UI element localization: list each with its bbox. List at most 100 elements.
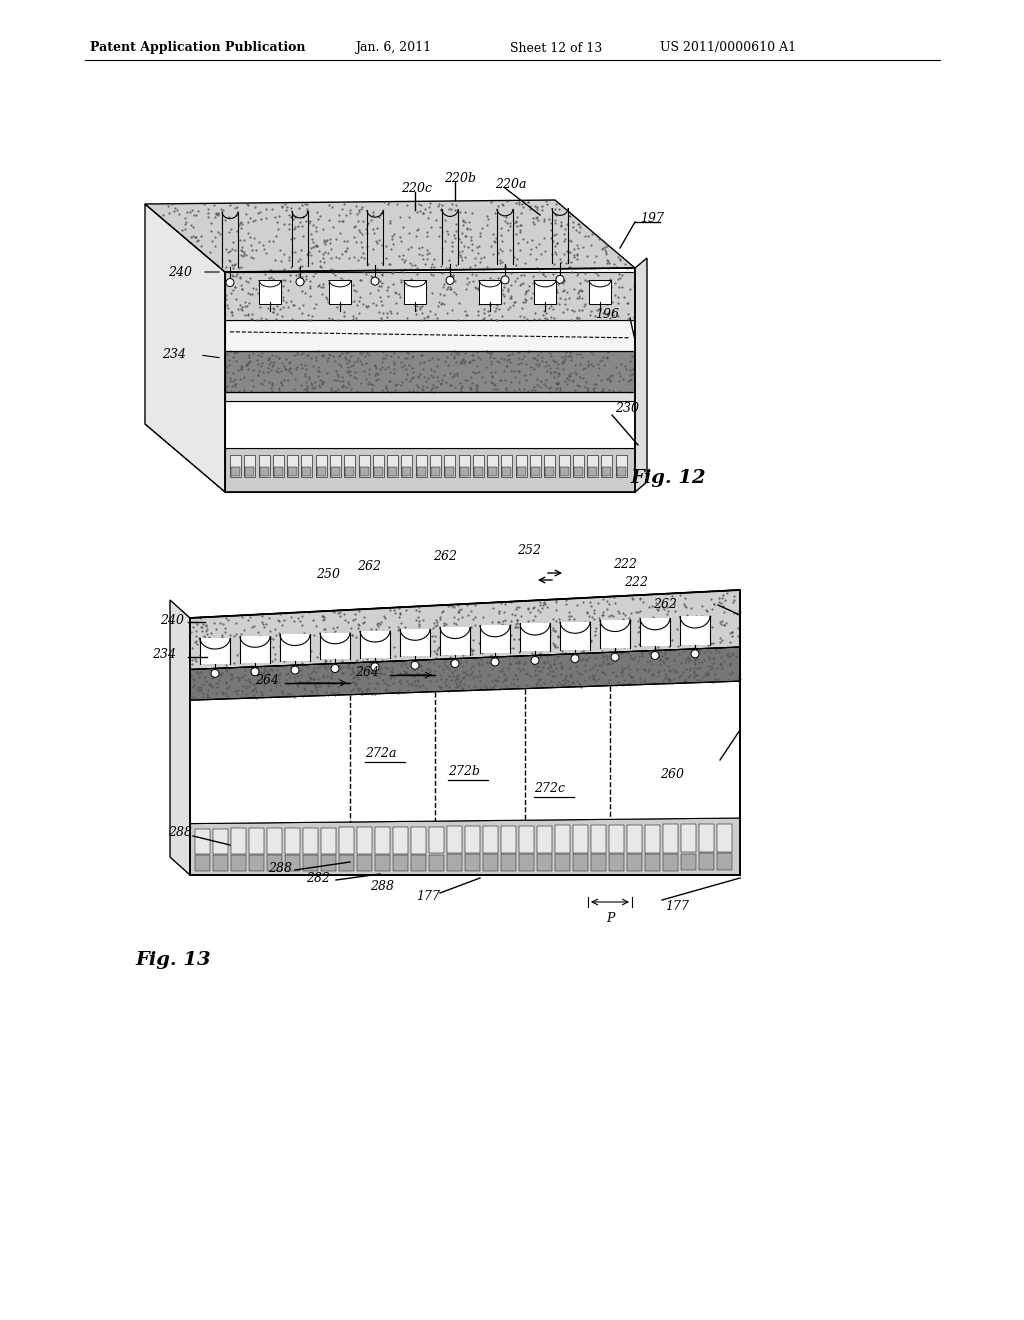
Bar bbox=[401, 454, 413, 477]
Bar bbox=[231, 855, 247, 871]
Bar bbox=[588, 467, 597, 475]
Bar bbox=[331, 467, 340, 475]
Bar bbox=[447, 854, 462, 871]
Text: 264: 264 bbox=[355, 665, 379, 678]
Bar bbox=[195, 855, 210, 871]
Bar bbox=[321, 828, 336, 854]
Bar bbox=[531, 467, 540, 475]
Polygon shape bbox=[640, 618, 670, 647]
Bar bbox=[479, 280, 501, 304]
Bar bbox=[627, 825, 642, 853]
Bar bbox=[315, 454, 327, 477]
Bar bbox=[501, 854, 516, 871]
Circle shape bbox=[490, 657, 499, 667]
Bar bbox=[411, 854, 426, 871]
Bar bbox=[373, 454, 384, 477]
Text: Jan. 6, 2011: Jan. 6, 2011 bbox=[355, 41, 431, 54]
Text: 260: 260 bbox=[660, 768, 684, 781]
Bar bbox=[431, 467, 440, 475]
Polygon shape bbox=[225, 447, 635, 492]
Bar bbox=[555, 854, 570, 871]
Polygon shape bbox=[200, 638, 230, 664]
Polygon shape bbox=[400, 628, 430, 656]
Text: 262: 262 bbox=[433, 550, 457, 564]
Text: 240: 240 bbox=[160, 614, 184, 627]
Bar bbox=[663, 825, 678, 853]
Bar bbox=[285, 828, 300, 854]
Bar bbox=[404, 280, 426, 304]
Polygon shape bbox=[600, 619, 630, 648]
Polygon shape bbox=[520, 623, 550, 651]
Text: 272a: 272a bbox=[365, 747, 396, 760]
Bar bbox=[447, 826, 462, 854]
Bar bbox=[411, 826, 426, 854]
Circle shape bbox=[226, 279, 234, 286]
Text: Fig. 12: Fig. 12 bbox=[630, 469, 706, 487]
Bar bbox=[357, 828, 373, 854]
Text: 222: 222 bbox=[613, 558, 637, 572]
Bar bbox=[465, 826, 480, 853]
Bar bbox=[589, 280, 611, 304]
Bar bbox=[429, 854, 444, 871]
Bar bbox=[259, 280, 281, 304]
Circle shape bbox=[296, 279, 304, 286]
Bar bbox=[602, 467, 611, 475]
Bar bbox=[546, 467, 554, 475]
Bar bbox=[465, 854, 480, 871]
Bar bbox=[573, 467, 583, 475]
Circle shape bbox=[411, 661, 419, 669]
Bar bbox=[519, 826, 535, 853]
Circle shape bbox=[531, 656, 539, 664]
Bar bbox=[273, 467, 283, 475]
Text: 222: 222 bbox=[624, 576, 648, 589]
Polygon shape bbox=[635, 257, 647, 492]
Circle shape bbox=[251, 668, 259, 676]
Bar bbox=[272, 454, 284, 477]
Text: 220b: 220b bbox=[444, 172, 476, 185]
Text: 240: 240 bbox=[168, 265, 193, 279]
Bar bbox=[302, 467, 311, 475]
Bar bbox=[359, 467, 369, 475]
Text: 230: 230 bbox=[615, 401, 639, 414]
Bar bbox=[387, 454, 398, 477]
Bar bbox=[591, 854, 606, 871]
Bar bbox=[249, 828, 264, 854]
Bar bbox=[301, 454, 312, 477]
Polygon shape bbox=[190, 590, 740, 669]
Text: Sheet 12 of 13: Sheet 12 of 13 bbox=[510, 41, 602, 54]
Bar bbox=[537, 825, 552, 853]
Bar bbox=[213, 855, 228, 871]
Bar bbox=[246, 467, 254, 475]
Text: 177: 177 bbox=[665, 899, 689, 912]
Polygon shape bbox=[190, 647, 740, 700]
Bar bbox=[344, 454, 355, 477]
Bar bbox=[429, 826, 444, 854]
Bar bbox=[717, 824, 732, 853]
Bar bbox=[681, 854, 696, 870]
Bar bbox=[503, 467, 511, 475]
Bar bbox=[444, 454, 456, 477]
Bar bbox=[502, 454, 512, 477]
Bar bbox=[537, 854, 552, 871]
Bar bbox=[375, 828, 390, 854]
Bar bbox=[474, 467, 483, 475]
Polygon shape bbox=[280, 635, 310, 661]
Polygon shape bbox=[190, 818, 740, 875]
Bar bbox=[445, 467, 455, 475]
Circle shape bbox=[451, 660, 459, 668]
Bar bbox=[699, 854, 715, 870]
Bar bbox=[303, 828, 318, 854]
Bar bbox=[483, 854, 499, 871]
Bar bbox=[195, 829, 210, 854]
Bar bbox=[259, 467, 268, 475]
Text: P: P bbox=[606, 912, 614, 924]
Text: 250: 250 bbox=[316, 568, 340, 581]
Bar bbox=[402, 467, 412, 475]
Bar bbox=[487, 454, 498, 477]
Polygon shape bbox=[480, 626, 510, 653]
Bar bbox=[681, 824, 696, 853]
Bar bbox=[627, 854, 642, 870]
Text: 272c: 272c bbox=[534, 781, 565, 795]
Bar bbox=[699, 824, 715, 853]
Bar bbox=[375, 855, 390, 871]
